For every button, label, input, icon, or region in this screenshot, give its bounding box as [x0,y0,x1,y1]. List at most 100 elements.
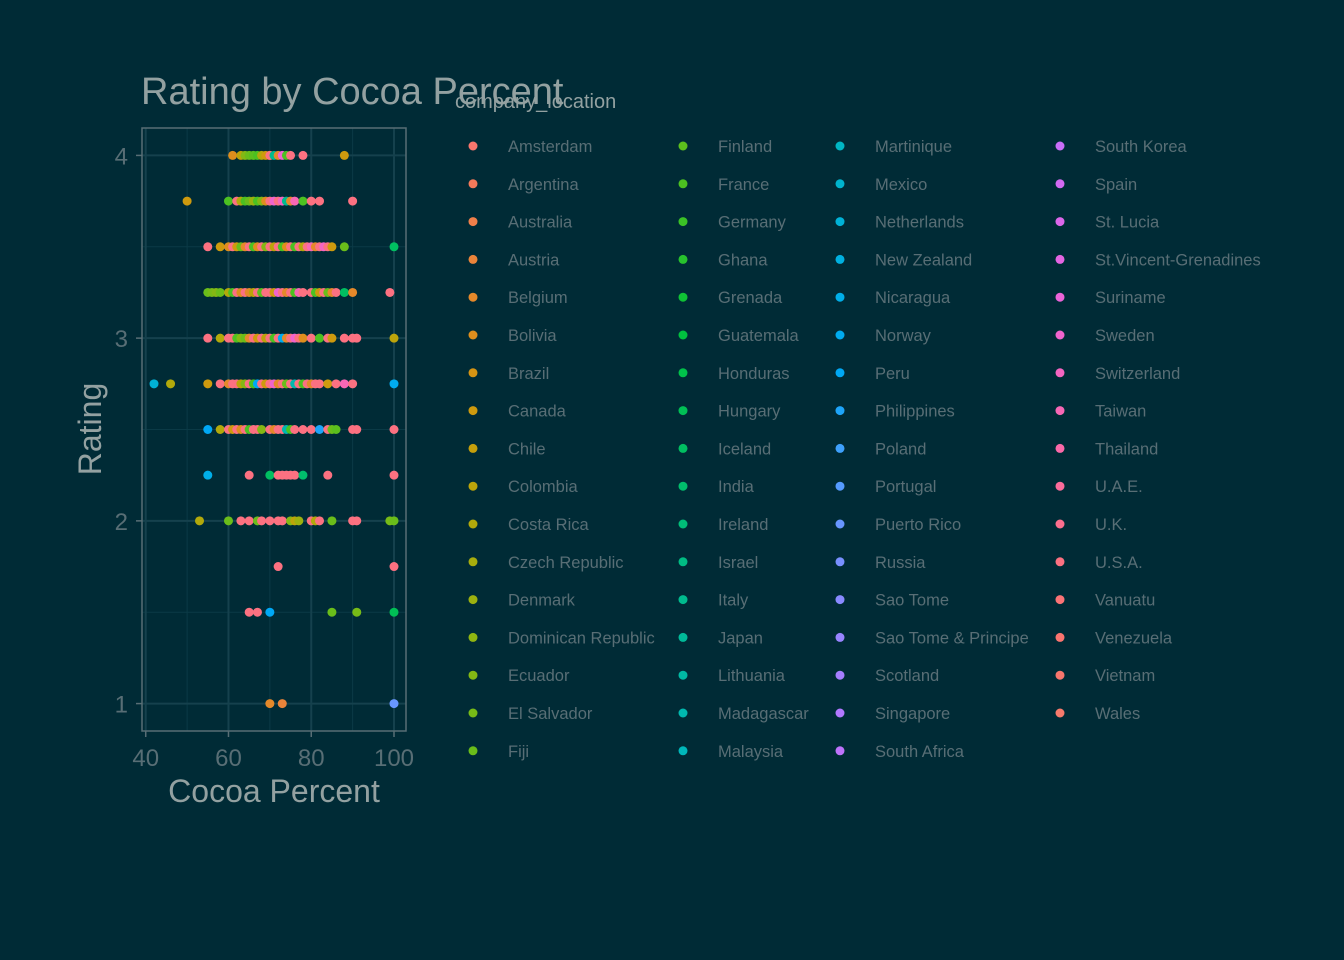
legend-item: Ecuador [468,667,570,685]
legend-key [835,557,845,567]
legend-item: El Salvador [468,705,593,723]
legend-item: U.S.A. [1055,554,1143,572]
legend-key [678,595,688,605]
legend-item: Finland [678,138,772,156]
legend-item: Russia [835,554,926,572]
legend-key [678,632,688,642]
data-point [228,150,238,160]
data-point [244,607,254,617]
legend-label: Vietnam [1095,667,1155,685]
legend-item: Guatemala [678,327,800,345]
data-point [389,470,399,480]
legend-item: Iceland [678,440,771,458]
legend-item: Canada [468,403,567,421]
legend-key [678,708,688,718]
legend-key [1055,519,1065,529]
legend-item: Fiji [468,743,529,761]
legend-key [468,292,478,302]
legend-item: Belgium [468,289,568,307]
data-point [273,562,283,572]
legend-key [468,254,478,264]
data-point [352,516,362,526]
legend-key [468,632,478,642]
legend-item: Ghana [678,251,768,269]
legend-item: Madagascar [678,705,809,723]
legend-key [1055,141,1065,151]
x-axis-title: Cocoa Percent [168,773,380,809]
data-point [339,150,349,160]
data-point [215,242,225,252]
legend-item: U.A.E. [1055,478,1143,496]
legend-key [835,406,845,416]
y-tick-label: 2 [115,509,128,536]
legend-key [678,443,688,453]
data-point [182,196,192,206]
data-point [385,287,395,297]
data-point [265,516,275,526]
data-point [339,333,349,343]
data-point [348,287,358,297]
legend-label: Norway [875,327,932,345]
legend-label: Suriname [1095,289,1166,307]
data-point [389,379,399,389]
data-point [215,333,225,343]
legend-label: Sao Tome & Principe [875,629,1029,647]
data-point [203,333,213,343]
legend-label: France [718,176,769,194]
legend-key [1055,481,1065,491]
legend-label: Mexico [875,176,927,194]
data-point [286,150,296,160]
data-point [315,379,325,389]
legend-label: Brazil [508,365,549,383]
legend-key [835,481,845,491]
legend-key [1055,670,1065,680]
legend-key [835,595,845,605]
legend-item: Suriname [1055,289,1166,307]
legend-label: Japan [718,629,763,647]
legend-key [678,406,688,416]
legend-key [678,557,688,567]
legend-item: Switzerland [1055,365,1180,383]
legend-key [468,519,478,529]
data-point [331,425,341,434]
legend-label: St.Vincent-Grenadines [1095,251,1261,269]
data-point [331,287,341,297]
legend-key [1055,557,1065,567]
legend-label: Nicaragua [875,289,951,307]
legend-label: Scotland [875,667,939,685]
legend-key [468,141,478,151]
legend-key [468,217,478,227]
legend-label: Costa Rica [508,516,590,534]
data-point [298,425,308,434]
legend-label: Portugal [875,478,936,496]
legend-item: Vanuatu [1055,592,1155,610]
legend-label: Venezuela [1095,629,1173,647]
legend-key [1055,292,1065,302]
legend-key [835,632,845,642]
data-point [339,379,349,389]
legend-key [468,481,478,491]
legend-label: Ecuador [508,667,570,685]
data-point [203,379,213,389]
legend-key [678,519,688,529]
legend-label: Guatemala [718,327,800,345]
legend-label: St. Lucia [1095,214,1160,232]
legend-key [1055,179,1065,189]
legend-label: Iceland [718,440,771,458]
data-point [348,196,358,206]
data-point [149,379,159,389]
legend-item: Amsterdam [468,138,592,156]
legend-item: Bolivia [468,327,557,345]
legend-label: Australia [508,214,573,232]
data-point [306,333,316,343]
legend-key [835,519,845,529]
legend-key [835,141,845,151]
data-point [203,470,213,480]
legend-label: Vanuatu [1095,592,1155,610]
legend-label: Taiwan [1095,403,1146,421]
data-point [389,333,399,343]
data-point [223,516,233,526]
legend-key [1055,595,1065,605]
legend-label: Ghana [718,251,768,269]
